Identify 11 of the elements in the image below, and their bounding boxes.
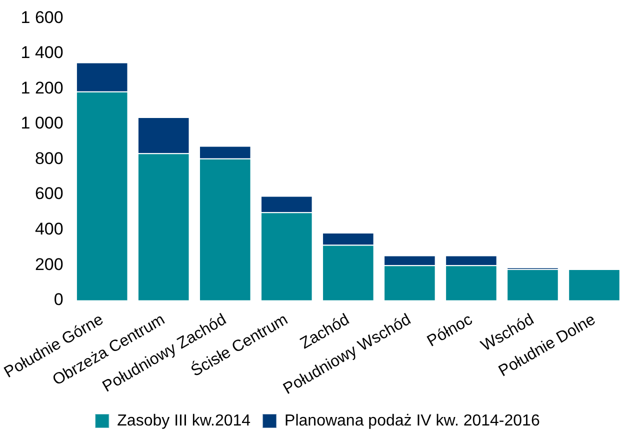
legend-label: Planowana podaż IV kw. 2014-2016 bbox=[284, 412, 540, 430]
y-tick-label: 1 600 bbox=[20, 8, 64, 27]
legend-label: Zasoby III kw.2014 bbox=[117, 412, 251, 430]
y-tick-label: 400 bbox=[34, 219, 64, 238]
y-tick-label: 0 bbox=[54, 290, 64, 310]
y-tick-label: 600 bbox=[34, 184, 64, 204]
y-tick-label: 200 bbox=[34, 254, 64, 274]
y-tick-label: 800 bbox=[34, 148, 64, 168]
y-tick-label: 1 400 bbox=[20, 43, 64, 62]
y-tick-label: 1 200 bbox=[20, 78, 64, 98]
y-tick-label: 1 000 bbox=[20, 114, 64, 133]
